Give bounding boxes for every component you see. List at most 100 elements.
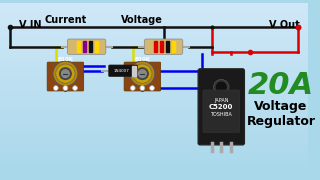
Text: TOSHIBA: TOSHIBA [210, 112, 232, 117]
Circle shape [140, 86, 145, 91]
Bar [0, 56, 308, 57]
Bar [0, 13, 308, 14]
Bar [0, 47, 308, 48]
Bar [0, 15, 308, 16]
Bar [0, 82, 308, 83]
Bar [0, 35, 308, 36]
Bar [0, 50, 308, 51]
Bar [0, 168, 308, 169]
Bar [0, 8, 308, 9]
Bar [0, 58, 308, 59]
Bar [0, 89, 308, 90]
Bar [0, 32, 308, 33]
Bar [0, 112, 308, 113]
Bar [0, 96, 308, 97]
Bar [0, 26, 308, 28]
Bar [95, 41, 98, 53]
Bar [0, 127, 308, 129]
Bar [0, 72, 308, 73]
Bar [0, 159, 308, 160]
Bar [0, 94, 308, 95]
Bar [0, 75, 308, 76]
Bar [0, 169, 308, 170]
Circle shape [63, 86, 68, 91]
Bar [0, 17, 308, 18]
Bar [0, 124, 308, 125]
Bar [0, 140, 308, 141]
Circle shape [73, 86, 77, 91]
Circle shape [150, 86, 155, 91]
Bar [0, 12, 308, 13]
Bar [0, 106, 308, 107]
Bar [0, 16, 308, 17]
Bar [0, 143, 308, 144]
Bar [0, 109, 308, 110]
Circle shape [137, 68, 148, 79]
Bar [0, 156, 308, 157]
Bar [0, 142, 308, 143]
Bar [132, 66, 136, 76]
Bar [0, 149, 308, 150]
FancyBboxPatch shape [198, 69, 244, 145]
Bar [0, 121, 308, 122]
Bar [0, 73, 308, 74]
Bar [0, 139, 308, 140]
Bar [0, 49, 308, 50]
Bar [0, 9, 308, 10]
Circle shape [216, 82, 226, 92]
Bar [0, 41, 308, 42]
Bar [0, 102, 308, 103]
Bar [0, 170, 308, 171]
Bar [0, 151, 308, 152]
Bar [0, 129, 308, 130]
Bar [0, 150, 308, 151]
Bar [0, 55, 308, 56]
Bar [0, 7, 308, 8]
Bar [0, 10, 308, 11]
Bar [0, 30, 308, 31]
Bar [0, 135, 308, 136]
Bar [0, 160, 308, 161]
Bar [0, 86, 308, 87]
FancyBboxPatch shape [109, 65, 138, 76]
Bar [0, 91, 308, 92]
Bar [0, 66, 308, 67]
Bar [0, 171, 308, 172]
Bar [0, 118, 308, 119]
Bar [0, 133, 308, 134]
Bar [0, 69, 308, 70]
Bar [0, 146, 308, 147]
Bar [0, 5, 308, 6]
Bar [160, 41, 163, 53]
Bar [0, 42, 308, 43]
Bar [0, 164, 308, 165]
Text: C5200: C5200 [209, 104, 234, 110]
Bar [0, 36, 308, 37]
Bar [0, 114, 308, 115]
Circle shape [139, 70, 146, 78]
Bar [0, 99, 308, 100]
Bar [0, 37, 308, 38]
FancyBboxPatch shape [124, 62, 161, 91]
Bar [0, 174, 308, 175]
Bar [0, 101, 308, 102]
Bar [0, 107, 308, 108]
Bar [0, 85, 308, 86]
Bar [0, 116, 308, 117]
Bar [0, 78, 308, 79]
Bar [0, 105, 308, 106]
Bar [0, 110, 308, 111]
Bar [155, 41, 157, 53]
Bar [0, 95, 308, 96]
Bar [0, 144, 308, 145]
FancyBboxPatch shape [47, 62, 84, 91]
Bar [0, 64, 308, 65]
Bar [0, 53, 308, 54]
Circle shape [60, 68, 71, 79]
Text: 1N4007: 1N4007 [113, 69, 129, 73]
Bar [0, 14, 308, 15]
Text: Voltage
Regulator: Voltage Regulator [246, 100, 316, 128]
Bar [0, 34, 308, 35]
Bar [0, 100, 308, 101]
Bar [0, 31, 308, 32]
